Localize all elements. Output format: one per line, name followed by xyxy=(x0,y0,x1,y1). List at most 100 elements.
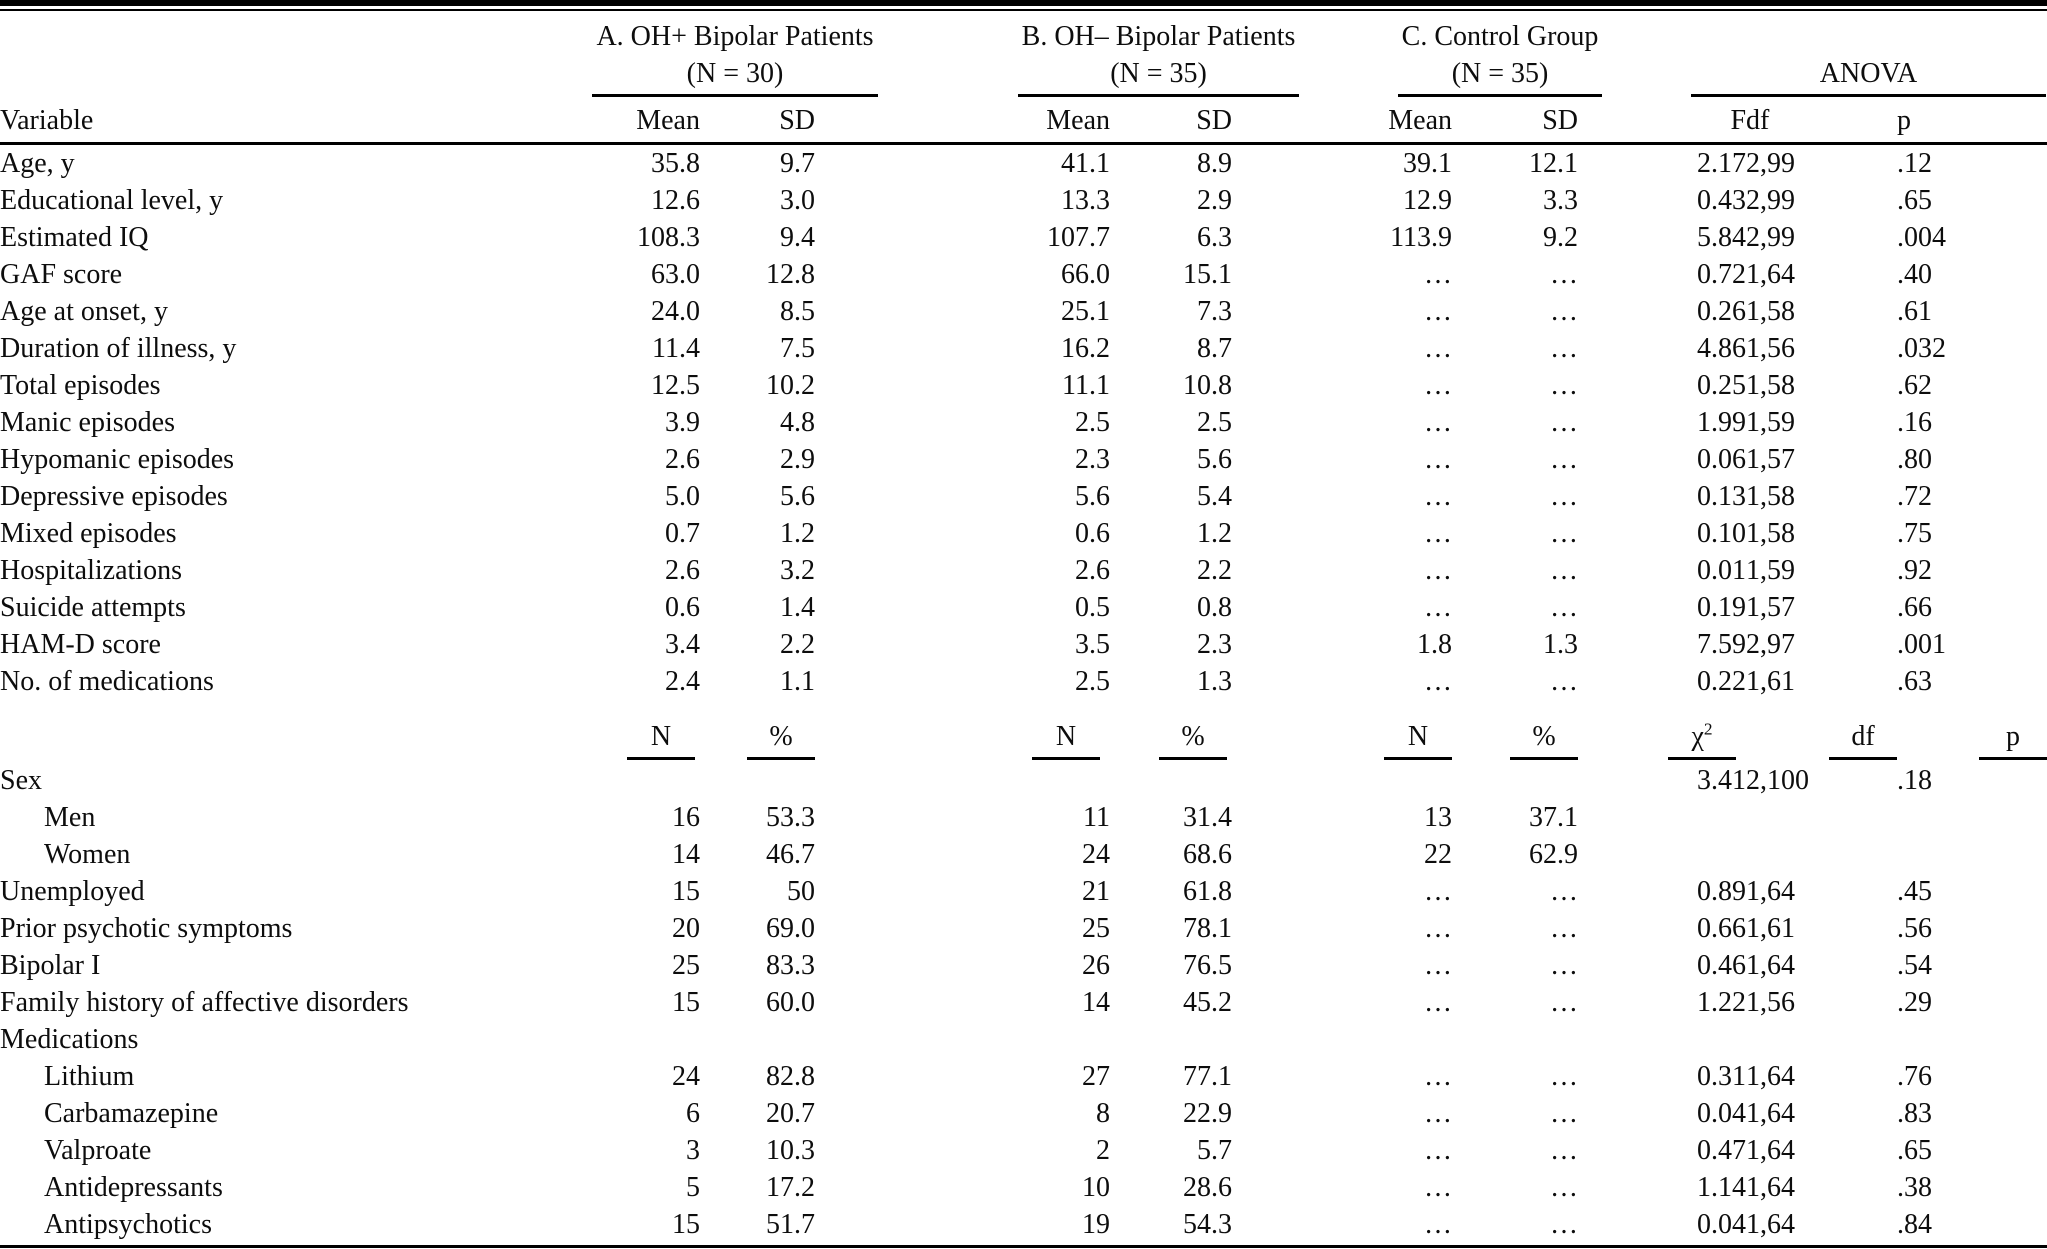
table-row: GAF score 63.0 12.8 66.0 15.1 … … 0.72 1,64 .40 xyxy=(0,256,2047,293)
cell-value: 1.2 xyxy=(1197,518,1233,549)
cell-value: 9.4 xyxy=(780,222,816,253)
cell-value: .63 xyxy=(1897,666,1933,697)
cell-value: 45.2 xyxy=(1183,987,1233,1018)
cell-value: 14 xyxy=(672,839,700,870)
cell-value: 24.0 xyxy=(651,296,700,327)
group-header-b: B. OH– Bipolar Patients (N = 35) xyxy=(815,11,1300,97)
table-row: Women 14 46.7 24 68.6 22 62.9 xyxy=(0,836,2047,873)
row-label: Women xyxy=(44,839,131,870)
cell-value: 76.5 xyxy=(1183,950,1233,981)
cell-value: 60.0 xyxy=(766,987,816,1018)
top-rule-thick xyxy=(0,0,2047,6)
subheader-spacer xyxy=(0,700,455,762)
column-header-sd-a: SD xyxy=(700,97,816,145)
cell-value: 1.3 xyxy=(1543,629,1579,660)
cell-value xyxy=(1110,1021,1232,1058)
cell-value: 69.0 xyxy=(766,913,816,944)
cell-value: … xyxy=(1550,259,1579,290)
subheader-p: p xyxy=(1897,700,2047,762)
subheader-n-c: N xyxy=(1232,700,1453,762)
table-row: Valproate 3 10.3 2 5.7 … … 0.47 1,64 .65 xyxy=(0,1132,2047,1169)
categorical-subheader-section: N % N % N % χ2 df p xyxy=(0,700,2047,762)
bottom-rule-thin xyxy=(0,1245,2047,1248)
cell-value: .38 xyxy=(1897,1172,1933,1203)
cell-value: 12.8 xyxy=(766,259,816,290)
cell-value: 83.3 xyxy=(766,950,816,981)
column-header-sd-c: SD xyxy=(1452,97,1579,145)
cell-value: … xyxy=(1550,950,1579,981)
cell-value: … xyxy=(1424,555,1453,586)
cell-value xyxy=(700,762,815,799)
cell-value: .75 xyxy=(1897,518,1933,549)
cell-value: … xyxy=(1550,1098,1579,1129)
cell-value: 5.6 xyxy=(1197,444,1233,475)
cell-value: 1,59 xyxy=(1746,555,1796,586)
cell-value xyxy=(1897,836,2047,873)
cell-value: 0.10 xyxy=(1697,518,1747,549)
column-header-f: F xyxy=(1578,97,1747,145)
column-header-variable: Variable xyxy=(0,97,455,145)
row-label: Prior psychotic symptoms xyxy=(0,913,293,944)
cell-value: .65 xyxy=(1897,185,1933,216)
table-row: Men 16 53.3 11 31.4 13 37.1 xyxy=(0,799,2047,836)
cell-value: 0.04 xyxy=(1697,1098,1747,1129)
cell-value: 4.86 xyxy=(1697,333,1747,364)
cell-value: … xyxy=(1550,987,1579,1018)
cell-value: 5.6 xyxy=(780,481,816,512)
cell-value: … xyxy=(1550,370,1579,401)
cell-value: 2.9 xyxy=(1197,185,1233,216)
cell-value: 0.72 xyxy=(1697,259,1747,290)
row-label: Bipolar I xyxy=(0,950,101,981)
cell-value: .12 xyxy=(1897,148,1933,179)
cell-value: … xyxy=(1424,1098,1453,1129)
row-label: Estimated IQ xyxy=(0,222,149,253)
cell-value xyxy=(700,1021,815,1058)
cell-value: 1,64 xyxy=(1746,1061,1796,1092)
column-header-p: p xyxy=(1897,97,2047,145)
cell-value: 12.9 xyxy=(1403,185,1453,216)
cell-value: .65 xyxy=(1897,1135,1933,1166)
cell-value: … xyxy=(1550,913,1579,944)
cell-value: 0.06 xyxy=(1697,444,1747,475)
cell-value: 0.8 xyxy=(1197,592,1233,623)
cell-value: … xyxy=(1424,592,1453,623)
cell-value xyxy=(815,1021,1110,1058)
cell-value xyxy=(1578,836,1746,873)
group-a-title: A. OH+ Bipolar Patients xyxy=(596,21,874,52)
cell-value: 0.66 xyxy=(1697,913,1747,944)
cell-value: 1,64 xyxy=(1746,950,1796,981)
cell-value: … xyxy=(1424,1135,1453,1166)
cell-value: … xyxy=(1424,370,1453,401)
cell-value: 0.46 xyxy=(1697,950,1747,981)
cell-value: 1,58 xyxy=(1746,481,1796,512)
cell-value: 1.8 xyxy=(1417,629,1453,660)
cell-value: 2.6 xyxy=(665,444,700,475)
cell-value: .40 xyxy=(1897,259,1933,290)
cell-value: … xyxy=(1424,913,1453,944)
group-b-title: B. OH– Bipolar Patients xyxy=(1021,21,1296,52)
cell-value: 0.13 xyxy=(1697,481,1747,512)
cell-value: … xyxy=(1424,876,1453,907)
row-label: Unemployed xyxy=(0,876,145,907)
cell-value: 1.1 xyxy=(780,666,816,697)
cell-value: … xyxy=(1550,407,1579,438)
cell-value: 1,61 xyxy=(1746,666,1796,697)
cell-value: 22.9 xyxy=(1183,1098,1233,1129)
cell-value: 24 xyxy=(1082,839,1111,870)
cell-value: 21 xyxy=(1082,876,1111,907)
cell-value: 2,99 xyxy=(1746,148,1796,179)
cell-value: 5.84 xyxy=(1697,222,1747,253)
cell-value: 1,58 xyxy=(1746,370,1796,401)
cell-value: 53.3 xyxy=(766,802,816,833)
subheader-pct-c: % xyxy=(1452,700,1579,762)
cell-value xyxy=(1232,1021,1452,1058)
cell-value: .54 xyxy=(1897,950,1933,981)
row-label: No. of medications xyxy=(0,666,214,697)
cell-value: 9.7 xyxy=(780,148,816,179)
cell-value: 62.9 xyxy=(1529,839,1579,870)
cell-value: … xyxy=(1550,1209,1579,1240)
cell-value: 8.5 xyxy=(780,296,816,327)
table-row: Antidepressants 5 17.2 10 28.6 … … 1.14 1,64 .38 xyxy=(0,1169,2047,1206)
cell-value: 50 xyxy=(787,876,816,907)
